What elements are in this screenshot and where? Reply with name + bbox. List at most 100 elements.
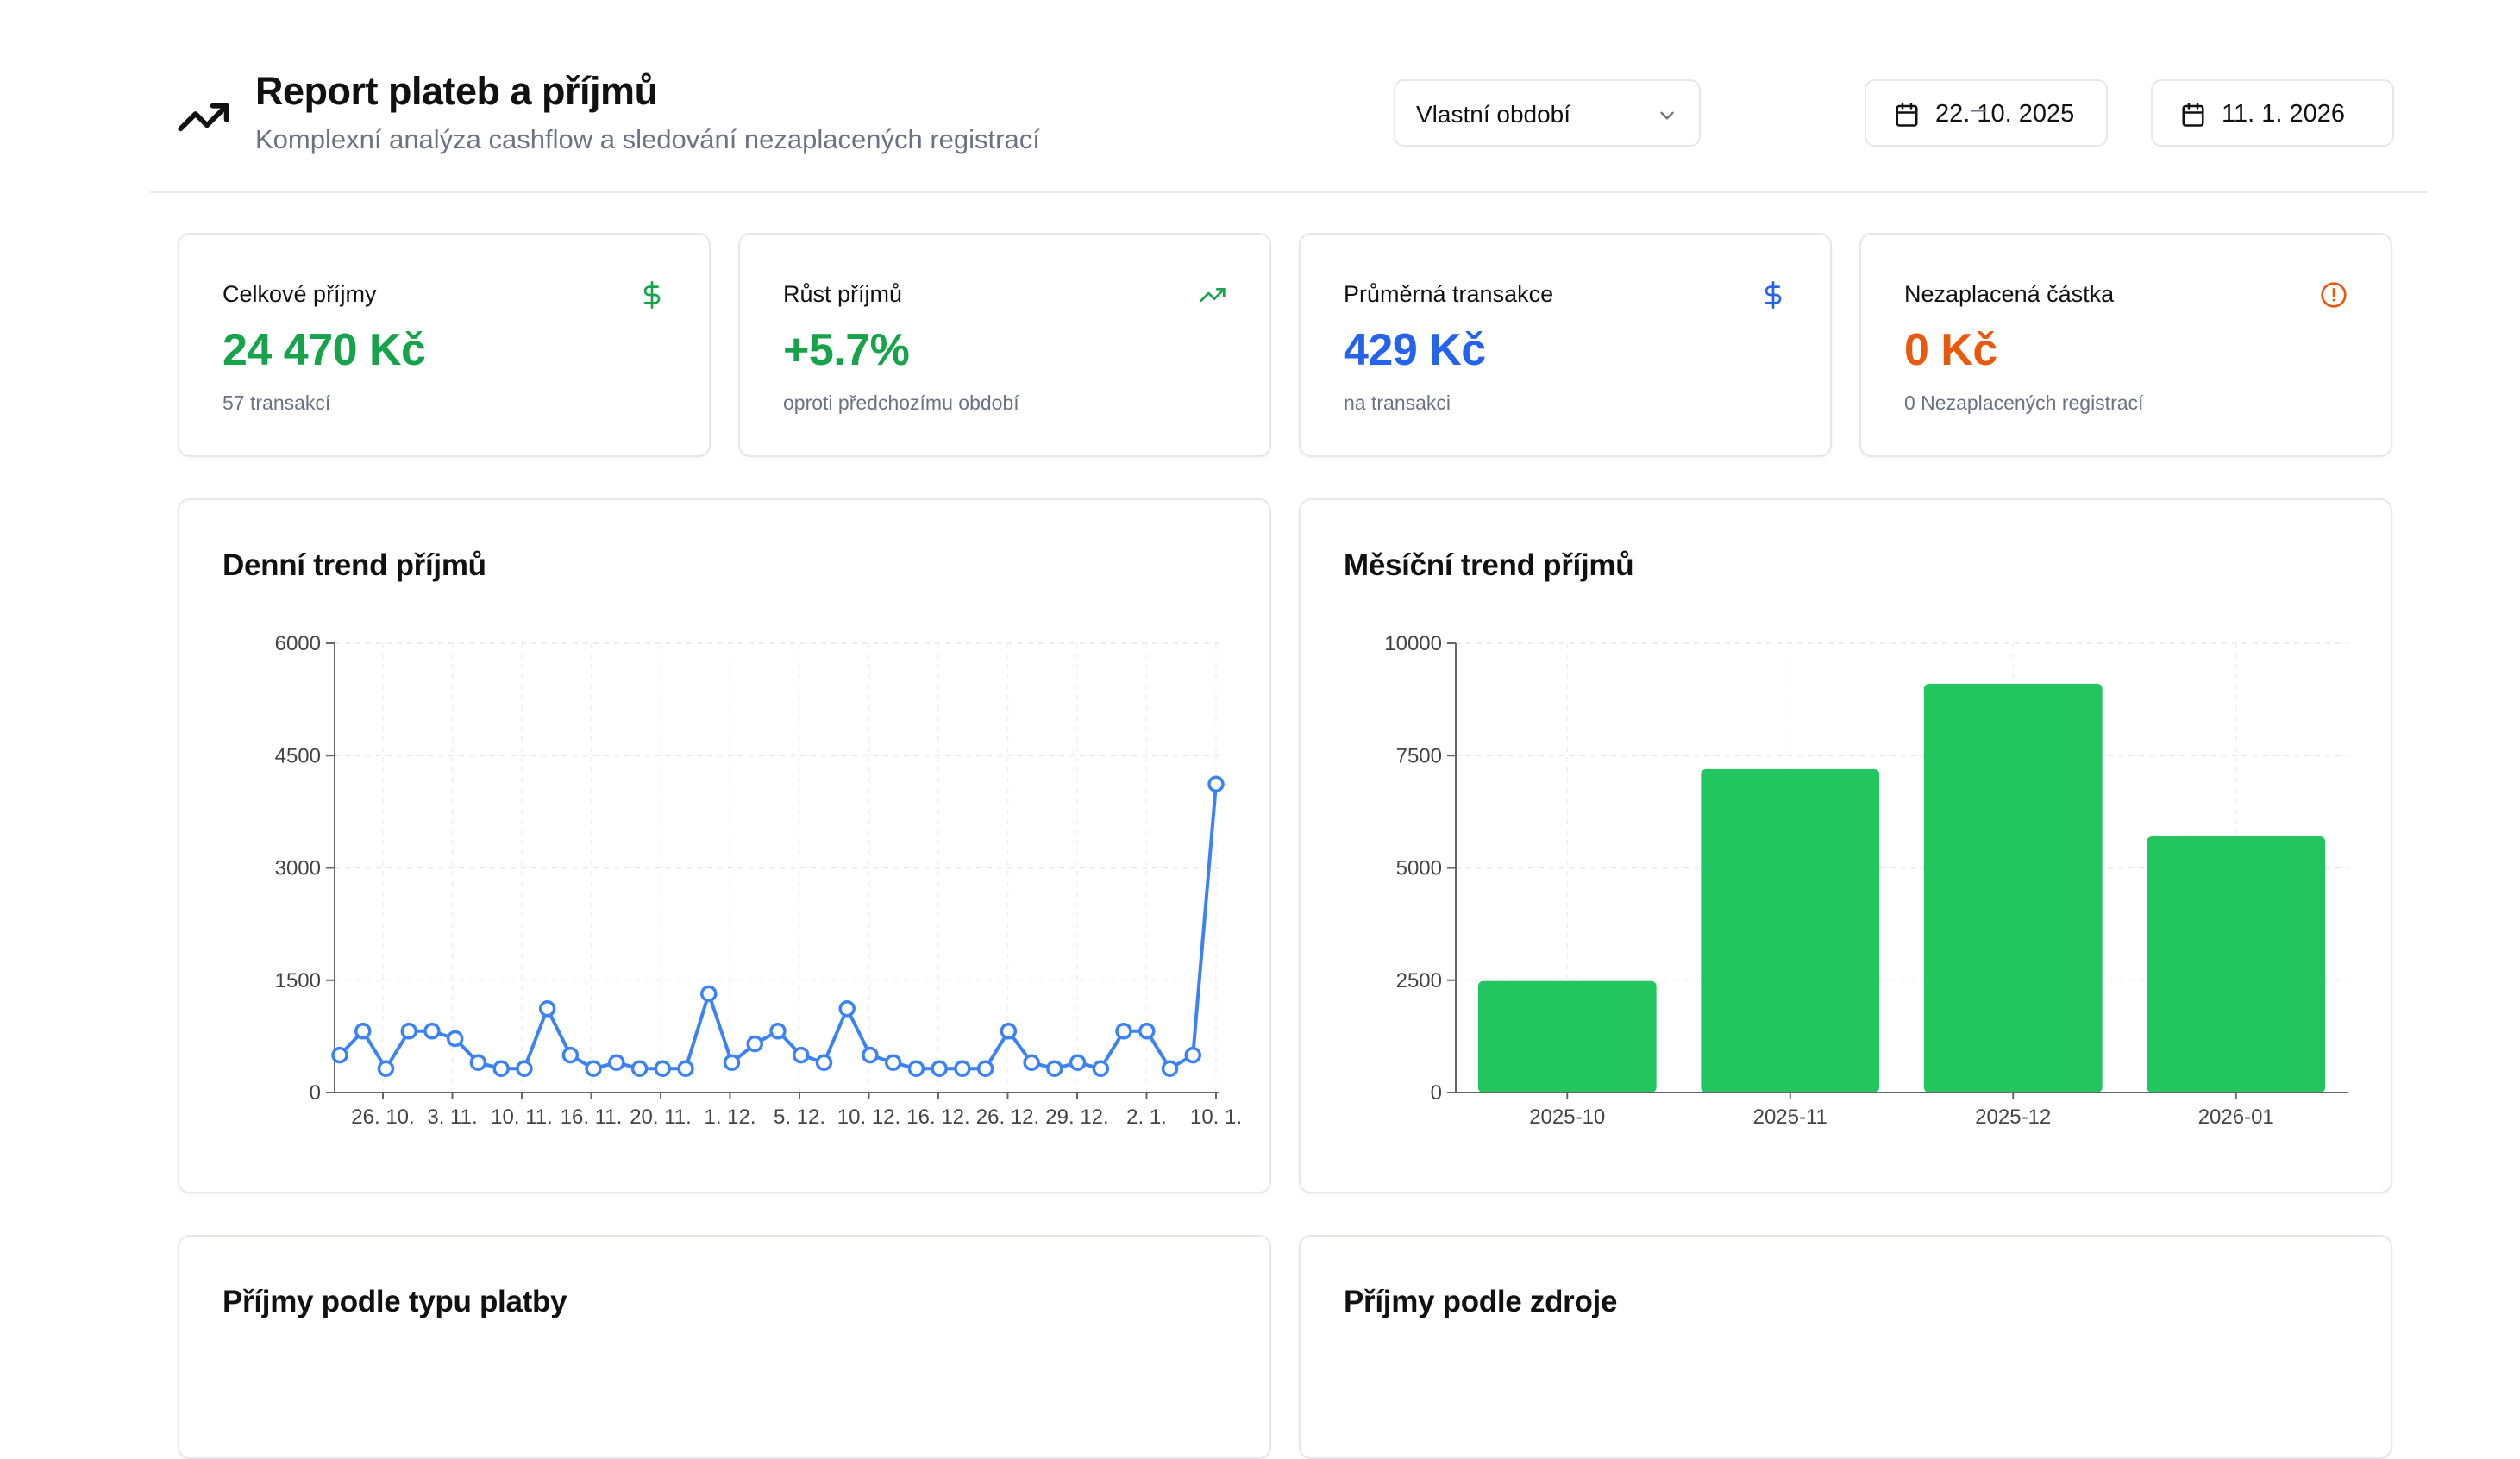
- stat-label: Průměrná transakce: [1344, 281, 1554, 307]
- data-point: [654, 1060, 672, 1077]
- page-header: Report plateb a příjmů Komplexní analýza…: [150, 0, 2427, 193]
- x-tick-label: 10. 12.: [837, 1105, 900, 1129]
- data-point: [769, 1023, 787, 1040]
- data-point: [792, 1046, 810, 1064]
- data-point: [862, 1046, 879, 1064]
- x-tick-label: 10. 1.: [1190, 1105, 1242, 1129]
- data-point: [1161, 1060, 1179, 1077]
- data-point: [677, 1060, 694, 1077]
- data-point: [976, 1060, 994, 1077]
- monthly-trend-chart: 0 2500 5000 7500 10000 2025-10 2025-11 2025-12 2…: [1384, 632, 2348, 1129]
- daily-trend-card: Denní trend příjmů 0 1500 3000 4500 6000 26. …: [178, 498, 1271, 1193]
- stat-sub: 57 transakcí: [223, 391, 331, 414]
- data-point: [700, 985, 718, 1003]
- daily-trend-chart: 0 1500 3000 4500 6000 26. 10. 3. 11. 10. 11. 16.…: [275, 632, 1242, 1129]
- data-point: [907, 1060, 925, 1077]
- period-select-value: Vlastní období: [1416, 101, 1571, 128]
- data-point: [423, 1023, 441, 1040]
- data-point: [1069, 1054, 1087, 1072]
- data-point: [377, 1060, 395, 1077]
- y-tick-label: 2500: [1396, 969, 1442, 992]
- x-tick-label: 2025-12: [1975, 1105, 2051, 1129]
- data-point: [1023, 1054, 1040, 1072]
- data-point: [331, 1046, 348, 1064]
- daily-trend-title: Denní trend příjmů: [223, 548, 486, 582]
- data-point: [954, 1060, 971, 1077]
- data-point: [1115, 1023, 1132, 1040]
- x-tick-label: 2025-11: [1753, 1105, 1827, 1129]
- stat-value: 429 Kč: [1344, 325, 1486, 375]
- x-tick-label: 2. 1.: [1126, 1105, 1167, 1129]
- y-tick-label: 1500: [275, 969, 321, 992]
- bar: [2147, 836, 2326, 1093]
- data-point: [1184, 1046, 1202, 1064]
- page-subtitle: Komplexní analýza cashflow a sledování n…: [255, 124, 1040, 154]
- data-point: [1000, 1023, 1018, 1040]
- stat-card-revenue-growth: Růst příjmů +5.7% oproti předchozímu obd…: [738, 233, 1271, 457]
- bar: [1923, 683, 2103, 1093]
- stat-sub: oproti předchozímu období: [783, 391, 1019, 414]
- stat-card-unpaid-amount: Nezaplacená částka 0 Kč 0 Nezaplacených …: [1859, 233, 2392, 457]
- stat-label: Růst příjmů: [783, 281, 903, 307]
- data-point: [815, 1054, 833, 1072]
- data-point: [1046, 1060, 1063, 1077]
- calendar-icon: [1896, 103, 1918, 127]
- x-tick-label: 2026-01: [2198, 1105, 2274, 1129]
- data-point: [354, 1023, 372, 1040]
- stat-sub: na transakci: [1344, 391, 1451, 414]
- date-from-value: 22. 10. 2025: [1935, 100, 2075, 128]
- x-tick-label: 1. 12.: [704, 1105, 755, 1129]
- date-to-value: 11. 1. 2026: [2222, 100, 2345, 128]
- monthly-trend-card: Měsíční trend příjmů 0 2500 5000 7500 10000 2…: [1299, 498, 2392, 1193]
- stat-value: +5.7%: [783, 325, 910, 375]
- stat-sub: 0 Nezaplacených registrací: [1904, 391, 2144, 414]
- data-point: [630, 1060, 649, 1077]
- stat-label: Nezaplacená částka: [1904, 281, 2115, 307]
- data-point: [446, 1030, 464, 1048]
- alert-circle-icon: [2321, 282, 2347, 308]
- monthly-trend-title: Měsíční trend příjmů: [1344, 548, 1634, 582]
- stat-card-total-revenue: Celkové příjmy 24 470 Kč 57 transakcí: [178, 233, 711, 457]
- dollar-icon: [643, 281, 661, 309]
- payment-type-title: Příjmy podle typu platby: [223, 1285, 567, 1318]
- date-from-button[interactable]: 22. 10. 2025: [1865, 79, 2108, 147]
- stat-label: Celkové příjmy: [223, 281, 377, 307]
- dollar-icon: [1765, 281, 1782, 309]
- x-tick-label: 5. 12.: [774, 1105, 825, 1129]
- data-point: [723, 1054, 741, 1072]
- stat-value: 24 470 Kč: [223, 325, 426, 375]
- y-tick-label: 0: [310, 1081, 321, 1105]
- bar: [1701, 768, 1880, 1093]
- period-select[interactable]: Vlastní období: [1394, 79, 1701, 147]
- trending-up-icon: [1200, 288, 1226, 302]
- y-tick-label: 5000: [1396, 857, 1442, 880]
- stat-value: 0 Kč: [1904, 325, 1997, 375]
- data-point: [561, 1046, 580, 1064]
- y-tick-label: 0: [1431, 1081, 1442, 1105]
- data-point: [931, 1060, 948, 1077]
- y-tick-label: 4500: [275, 744, 321, 767]
- data-point: [608, 1054, 625, 1072]
- source-title: Příjmy podle zdroje: [1344, 1285, 1618, 1318]
- x-tick-label: 26. 12.: [976, 1105, 1039, 1129]
- data-point: [516, 1060, 533, 1077]
- x-tick-label: 10. 11.: [491, 1105, 553, 1129]
- page-title: Report plateb a příjmů: [255, 69, 658, 113]
- source-card: Příjmy podle zdroje: [1299, 1235, 2392, 1459]
- x-tick-label: 29. 12.: [1045, 1105, 1108, 1129]
- data-point: [538, 999, 556, 1018]
- chevron-down-icon: [1660, 111, 1674, 120]
- data-point: [1207, 775, 1225, 792]
- x-tick-label: 20. 11.: [630, 1105, 692, 1129]
- y-tick-label: 3000: [275, 857, 321, 880]
- trending-up-icon: [178, 103, 229, 132]
- x-tick-label: 3. 11.: [427, 1105, 477, 1129]
- date-to-button[interactable]: 11. 1. 2026: [2151, 79, 2394, 147]
- date-separator: –: [1971, 95, 1986, 123]
- data-point: [585, 1060, 602, 1077]
- calendar-icon: [2182, 103, 2204, 127]
- y-tick-label: 10000: [1384, 632, 1442, 655]
- x-tick-label: 16. 12.: [906, 1105, 969, 1129]
- data-point: [1092, 1060, 1110, 1077]
- y-tick-label: 6000: [275, 632, 321, 655]
